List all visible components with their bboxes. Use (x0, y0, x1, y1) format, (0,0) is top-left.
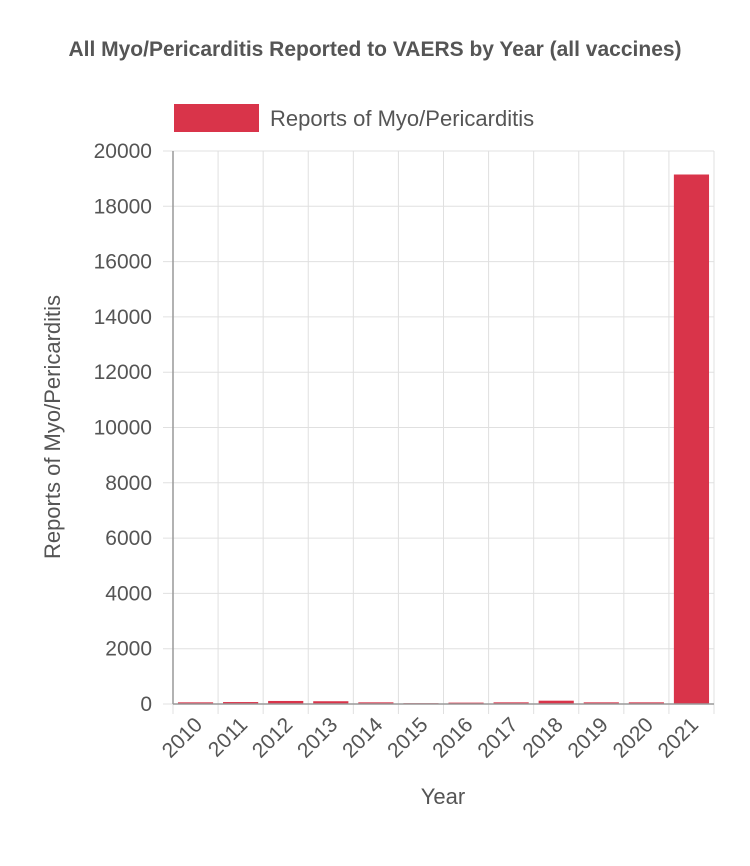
x-axis-title: Year (421, 784, 465, 809)
y-tick-label: 20000 (94, 140, 152, 163)
chart-title: All Myo/Pericarditis Reported to VAERS b… (68, 38, 682, 61)
y-tick-label: 6000 (105, 527, 152, 550)
bar[interactable] (538, 700, 574, 704)
bar[interactable] (313, 701, 349, 704)
x-tick-label: 2012 (248, 713, 297, 762)
y-tick-label: 14000 (94, 306, 152, 329)
x-tick-label: 2019 (564, 713, 613, 762)
bars (177, 174, 710, 704)
x-tick-label: 2018 (518, 713, 567, 762)
gridlines (163, 150, 715, 714)
legend-label: Reports of Myo/Pericarditis (270, 106, 534, 131)
y-tick-label: 16000 (94, 251, 152, 274)
y-tick-label: 12000 (94, 361, 152, 384)
x-tick-label: 2010 (158, 713, 207, 762)
y-tick-label: 4000 (105, 582, 152, 605)
x-tick-label: 2016 (428, 713, 477, 762)
bar[interactable] (358, 702, 394, 704)
y-tick-label: 0 (140, 693, 152, 716)
bar[interactable] (177, 702, 214, 704)
y-tick-label: 8000 (105, 472, 152, 495)
y-tick-labels: 0 2000 4000 6000 8000 10000 12000 14000 16000 180… (94, 140, 152, 716)
x-tick-labels: 2010201120122013201420152016201720182019… (158, 713, 703, 763)
x-tick-label: 2014 (338, 713, 388, 763)
y-tick-label: 18000 (94, 195, 152, 218)
bar[interactable] (673, 174, 710, 704)
bar[interactable] (583, 702, 619, 704)
bar[interactable] (268, 700, 304, 704)
bar[interactable] (223, 702, 259, 704)
bar[interactable] (493, 702, 529, 704)
x-tick-label: 2013 (293, 713, 342, 762)
x-tick-label: 2011 (204, 713, 252, 761)
legend-swatch (174, 104, 259, 132)
bar[interactable] (628, 702, 664, 704)
axes (172, 151, 714, 705)
y-tick-label: 10000 (94, 417, 152, 440)
legend[interactable]: Reports of Myo/Pericarditis (174, 104, 534, 132)
x-tick-label: 2020 (609, 713, 658, 762)
y-axis-title: Reports of Myo/Pericarditis (40, 295, 65, 559)
x-tick-label: 2015 (383, 713, 432, 762)
x-tick-label: 2021 (654, 713, 703, 762)
y-tick-label: 2000 (105, 638, 152, 661)
x-tick-label: 2017 (473, 713, 522, 762)
